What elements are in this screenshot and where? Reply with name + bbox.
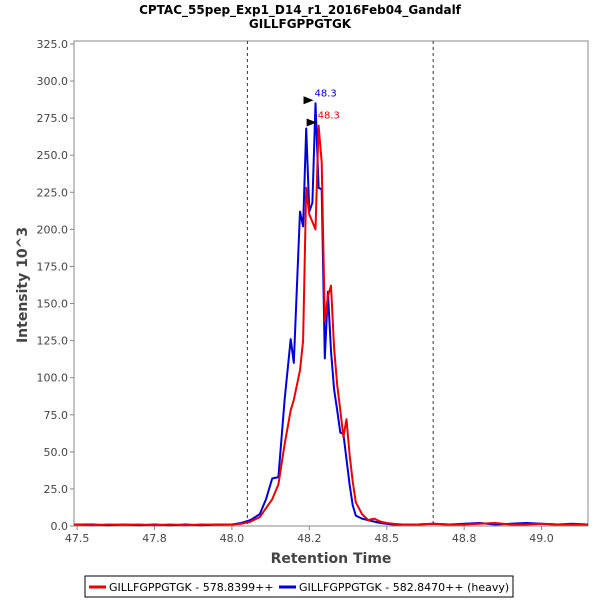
series-line-light [73,124,588,527]
y-tick-label: 275.0 [37,112,69,125]
y-axis-label: Intensity 10^3 [15,227,31,343]
series-lines [73,102,589,527]
peak-markers: 48.3 48.3 [303,88,340,127]
chart-title: CPTAC_55pep_Exp1_D14_r1_2016Feb04_Gandal… [139,3,462,18]
integration-boundaries [246,41,434,526]
x-tick-label: 48.2 [297,532,322,545]
x-tick-label: 47.5 [65,532,90,545]
x-tick-label: 49.0 [529,532,554,545]
y-tick-label: 100.0 [37,372,69,385]
legend-entry-light: GILLFGPPGTGK - 578.8399++ [109,581,274,594]
peak-label-heavy: 48.3 [315,88,337,99]
peak-marker-light [306,118,317,127]
legend-entry-heavy: GILLFGPPGTGK - 582.8470++ (heavy) [299,581,509,594]
y-tick-label: 75.0 [44,409,69,422]
y-tick-label: 50.0 [44,446,69,459]
y-tick-label: 225.0 [37,186,69,199]
plot-area [73,40,589,527]
legend: GILLFGPPGTGK - 578.8399++ GILLFGPPGTGK -… [84,575,514,598]
x-tick-label: 47.8 [142,532,167,545]
x-axis-label: Retention Time [271,551,392,567]
y-tick-label: 200.0 [37,223,69,236]
y-tick-label: 175.0 [37,260,69,273]
x-axis-ticks: 47.5 47.8 48.0 48.2 48.5 48.8 49.0 [65,526,554,545]
legend-box [84,575,514,598]
y-axis-ticks: 0.0 25.0 50.0 75.0 100.0 125.0 150.0 175.0 200.0… [37,38,74,533]
x-tick-label: 48.0 [220,532,245,545]
y-tick-label: 150.0 [37,298,69,311]
peak-marker-heavy [303,96,314,105]
peak-label-light: 48.3 [318,111,340,122]
y-tick-label: 325.0 [37,38,69,51]
y-tick-label: 25.0 [44,483,69,496]
y-tick-label: 250.0 [37,149,69,162]
y-tick-label: 125.0 [37,335,69,348]
y-tick-label: 0.0 [51,520,69,533]
x-tick-label: 48.5 [374,532,399,545]
x-tick-label: 48.8 [452,532,477,545]
chart-subtitle: GILLFGPPGTGK [249,17,352,31]
y-tick-label: 300.0 [37,75,69,88]
